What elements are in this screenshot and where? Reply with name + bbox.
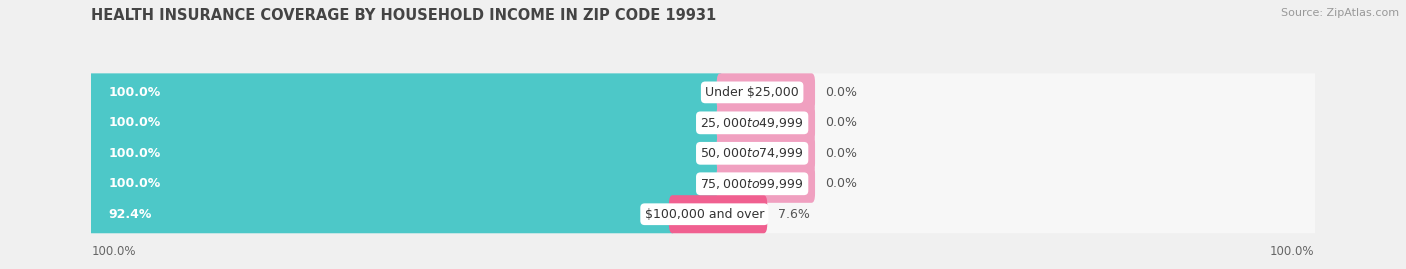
FancyBboxPatch shape <box>717 104 815 142</box>
FancyBboxPatch shape <box>717 73 815 111</box>
FancyBboxPatch shape <box>89 165 1317 203</box>
Text: 0.0%: 0.0% <box>825 147 858 160</box>
FancyBboxPatch shape <box>89 73 724 111</box>
FancyBboxPatch shape <box>669 195 768 233</box>
Text: 0.0%: 0.0% <box>825 177 858 190</box>
Text: 100.0%: 100.0% <box>108 147 160 160</box>
FancyBboxPatch shape <box>89 195 1317 233</box>
Text: Source: ZipAtlas.com: Source: ZipAtlas.com <box>1281 8 1399 18</box>
Text: $100,000 and over: $100,000 and over <box>645 208 763 221</box>
Text: 100.0%: 100.0% <box>108 177 160 190</box>
Text: 7.6%: 7.6% <box>778 208 810 221</box>
Text: 100.0%: 100.0% <box>1270 245 1315 258</box>
FancyBboxPatch shape <box>89 73 1317 111</box>
FancyBboxPatch shape <box>89 134 1317 172</box>
FancyBboxPatch shape <box>717 134 815 172</box>
Text: HEALTH INSURANCE COVERAGE BY HOUSEHOLD INCOME IN ZIP CODE 19931: HEALTH INSURANCE COVERAGE BY HOUSEHOLD I… <box>91 8 717 23</box>
Text: 92.4%: 92.4% <box>108 208 152 221</box>
Text: $50,000 to $74,999: $50,000 to $74,999 <box>700 146 804 160</box>
Text: Under $25,000: Under $25,000 <box>706 86 799 99</box>
Text: 0.0%: 0.0% <box>825 116 858 129</box>
FancyBboxPatch shape <box>89 134 724 172</box>
FancyBboxPatch shape <box>89 104 1317 142</box>
Text: 100.0%: 100.0% <box>91 245 136 258</box>
FancyBboxPatch shape <box>89 104 724 142</box>
Text: 0.0%: 0.0% <box>825 86 858 99</box>
Text: $75,000 to $99,999: $75,000 to $99,999 <box>700 177 804 191</box>
Text: 100.0%: 100.0% <box>108 116 160 129</box>
FancyBboxPatch shape <box>717 165 815 203</box>
FancyBboxPatch shape <box>89 195 676 233</box>
FancyBboxPatch shape <box>89 165 724 203</box>
Text: $25,000 to $49,999: $25,000 to $49,999 <box>700 116 804 130</box>
Text: 100.0%: 100.0% <box>108 86 160 99</box>
